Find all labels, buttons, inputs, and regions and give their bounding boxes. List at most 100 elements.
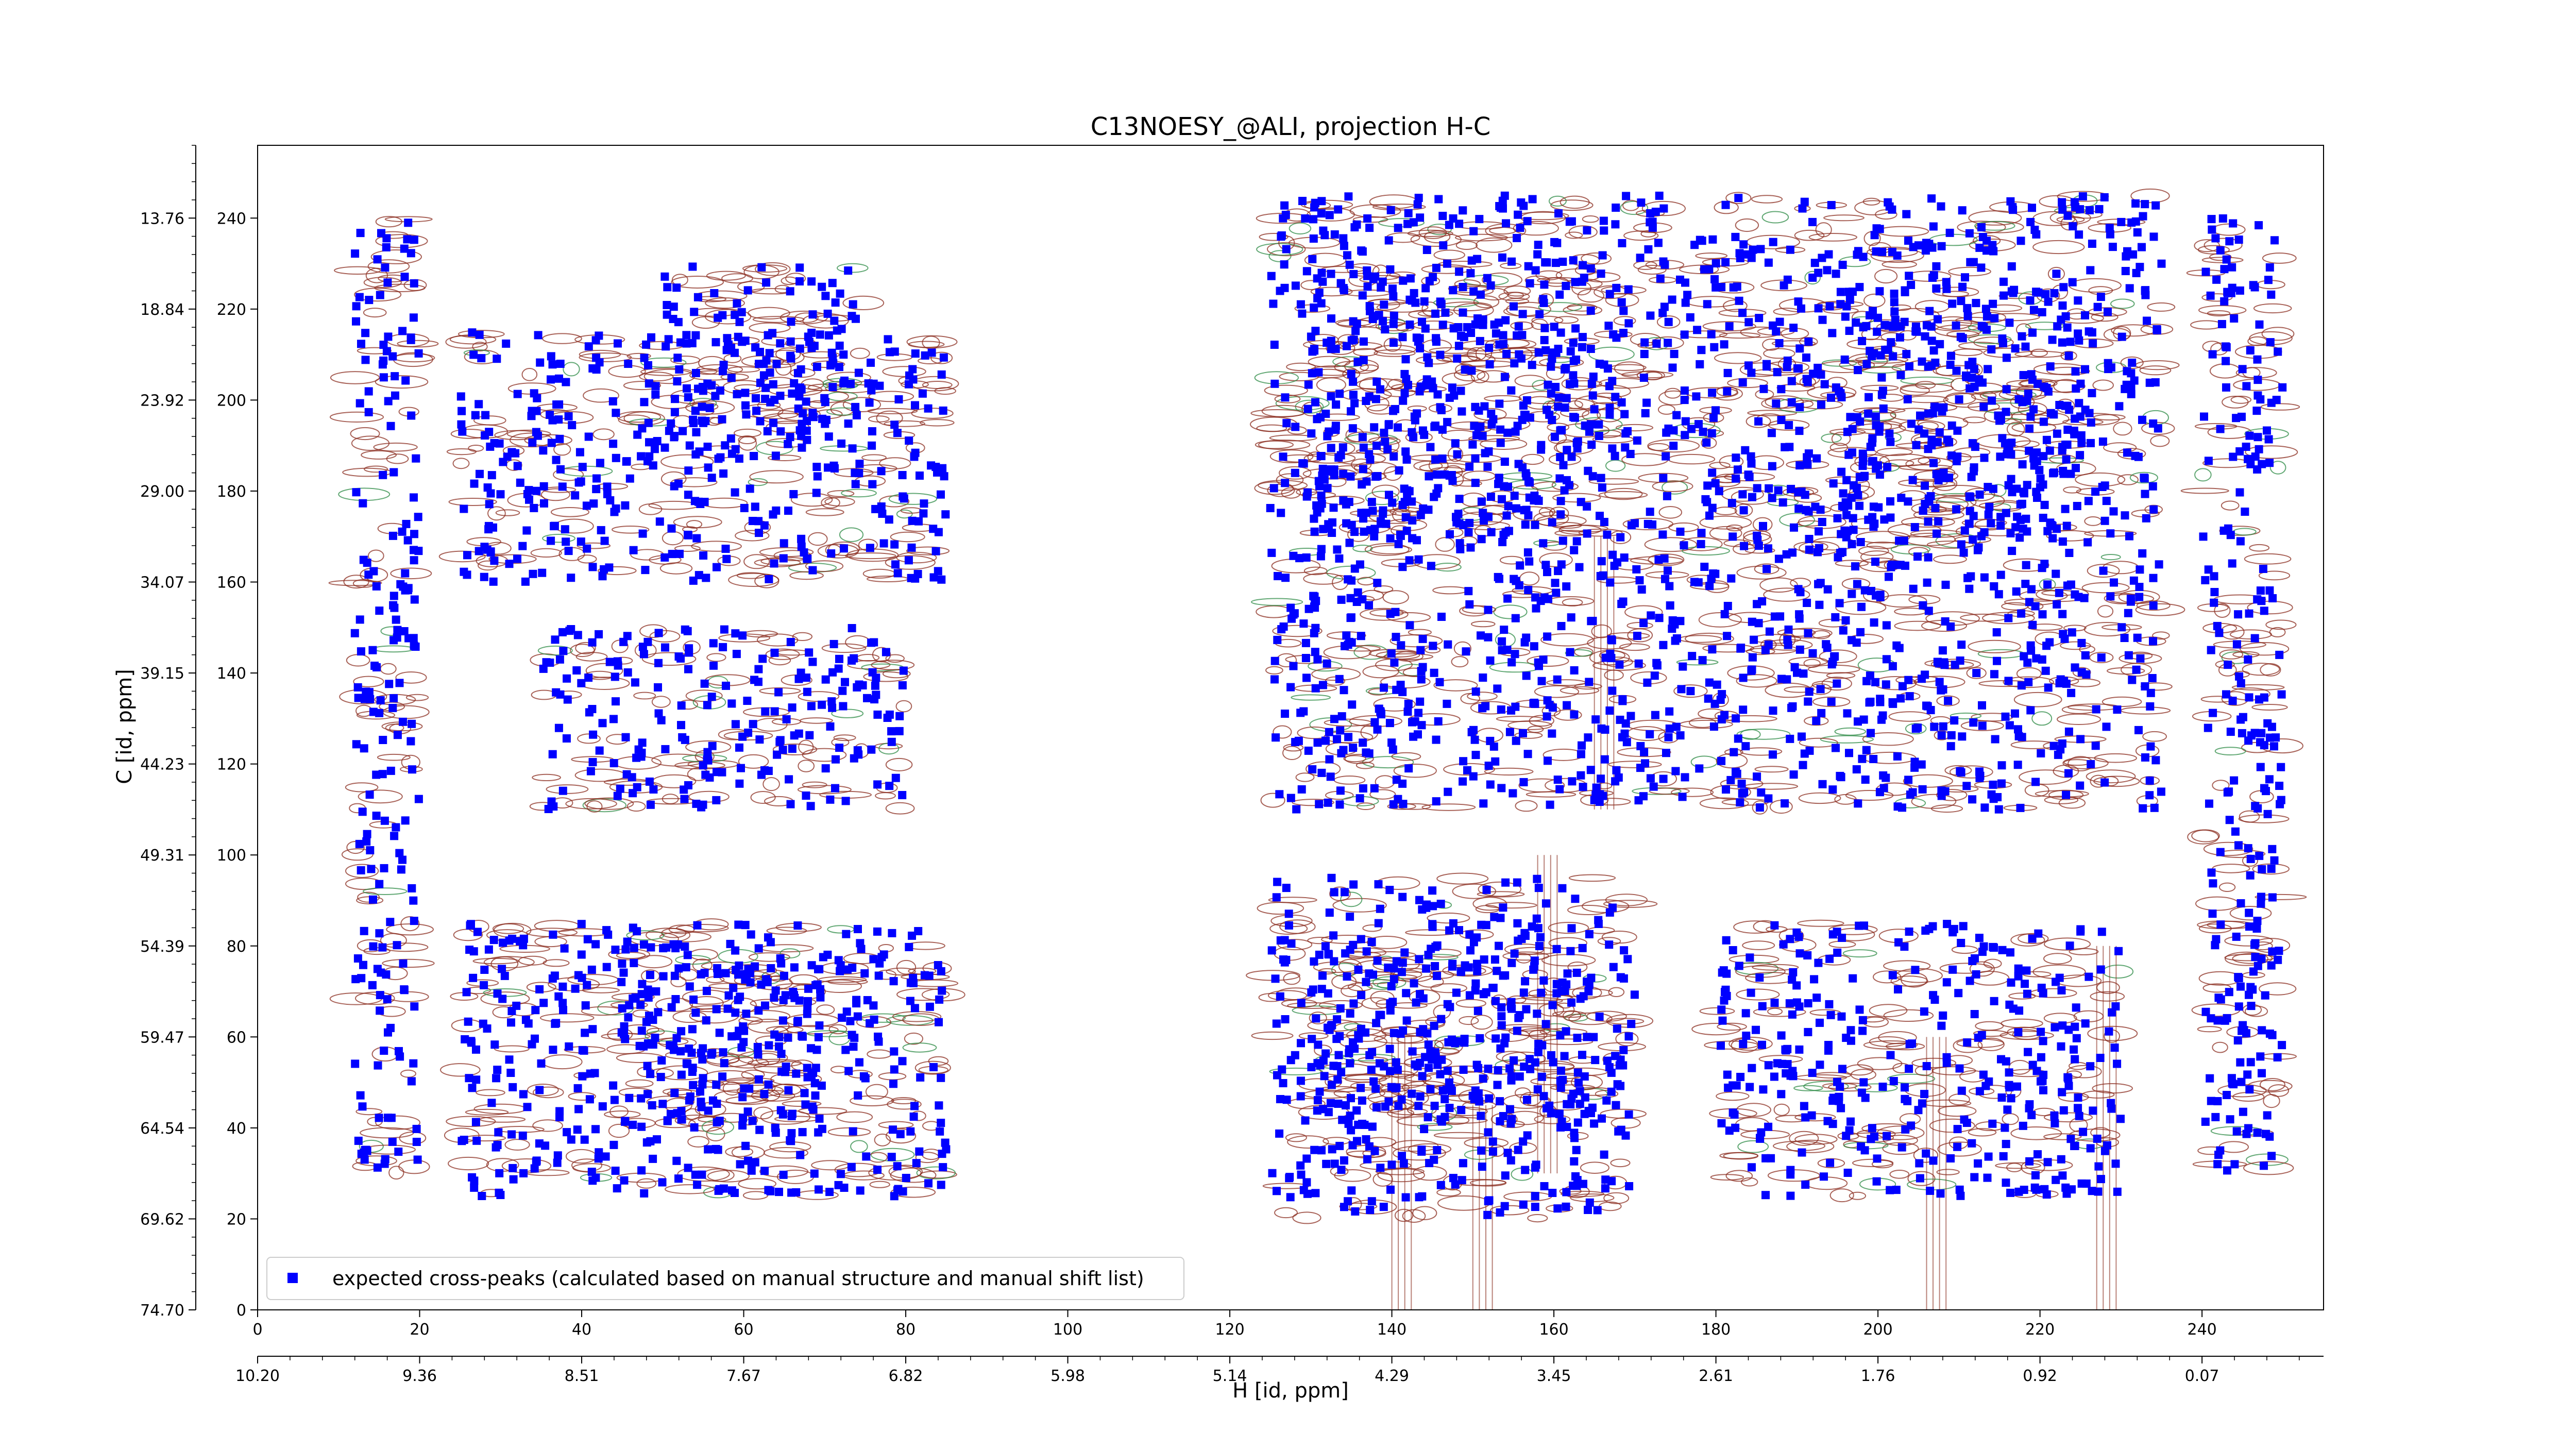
cross-peak-3-95 [682,963,690,972]
cross-peak-8-542 [1606,578,1615,587]
cross-peak-6-192 [1514,1014,1523,1022]
cross-peak-8-649 [1430,668,1438,677]
cross-peak-5-39 [1560,1052,1569,1060]
contour-1-34 [521,368,538,381]
contour-4-67 [738,1178,776,1190]
cross-peak-4-310 [811,1091,820,1100]
cross-peak-7-115 [1587,441,1596,449]
contour-3-27 [766,1025,804,1034]
cross-peak-2-110 [684,665,692,673]
cross-peak-6-356 [1585,1198,1594,1207]
cross-peak-8-556 [1394,423,1402,432]
cross-peak-8-431 [1605,403,1614,412]
contour-8-70 [1527,655,1569,667]
contour-2-17 [762,777,780,791]
cross-peak-9-48 [1665,707,1674,716]
cross-peak-6-366 [1376,904,1384,913]
cross-peak-4-89 [530,1164,539,1173]
cross-peak-1-332 [911,574,920,583]
cross-peak-8-563 [1558,258,1567,266]
cross-peak-1-48 [588,563,597,571]
cross-peak-4-318 [720,1059,728,1068]
cross-peak-8-212 [1335,675,1344,683]
cross-peak-6-1 [1496,914,1505,922]
contour-6-104 [1402,1209,1426,1223]
cross-peak-0-0 [741,389,750,397]
contour-9-439 [2142,731,2167,742]
cross-peak-7-207 [1499,331,1507,340]
contour-11-126 [1977,1037,2005,1051]
cross-peak-8-585 [1311,684,1320,693]
cross-peak-6-165 [1473,1006,1482,1015]
cross-peak-8-423 [1316,452,1325,460]
cross-peak-5-91 [1402,1016,1411,1025]
cross-peak-2-116 [680,785,688,794]
cross-peak-5-12 [1394,1102,1403,1110]
cross-peak-6-223 [1488,1147,1497,1156]
cross-peak-0-97 [852,314,860,323]
cross-peak-2-99 [586,767,595,776]
contour-4-51 [625,1079,654,1088]
cross-peak-6-56 [1548,1189,1557,1197]
contour-6-121 [1366,936,1408,949]
cross-peak-4-56 [873,1166,882,1174]
cross-peak-1-84 [851,402,860,411]
contour-2-18 [885,757,913,771]
cross-peak-6-201 [1423,1113,1432,1122]
cross-peak-1-143 [562,378,570,386]
contour-1-151 [855,464,897,473]
contour-9-394 [1710,784,1751,800]
contour-6-110 [1268,897,1317,903]
cross-peak-4-10 [613,1184,621,1193]
contour-8-235 [1267,242,1306,257]
cross-peak-8-94 [1330,715,1338,723]
cross-peak-8-265 [1507,386,1516,395]
cross-peak-8-60 [1286,683,1295,692]
contour-9-484 [1652,480,1693,492]
contour-12-18 [330,371,380,384]
contour-8-19 [1615,424,1654,432]
cross-peak-6-350 [1575,1100,1584,1108]
contour-9-441 [2102,696,2142,707]
contour-6-106 [1603,900,1658,908]
cross-peak-7-98 [1323,484,1332,493]
contour-13-37 [2180,487,2229,494]
cross-peak-8-36 [1387,649,1396,658]
contour-1-173 [908,341,945,348]
cross-peak-4-152 [588,1176,597,1185]
cross-peak-6-231 [1573,1068,1582,1077]
cross-peak-8-657 [1358,595,1367,604]
cross-peak-1-327 [731,348,739,357]
cross-peak-2-107 [841,678,849,686]
cross-peak-8-133 [1598,483,1606,492]
cross-peak-4-390 [740,1084,749,1093]
cross-peak-7-124 [1586,306,1595,315]
contour-9-298 [1808,233,1858,242]
contour-6-54 [1490,1205,1530,1216]
cross-peak-4-216 [838,1014,846,1022]
contour-6-136 [1548,922,1589,934]
cross-peak-3-100 [698,1080,707,1089]
cross-peak-6-17 [1491,997,1500,1005]
cross-peak-8-608 [1611,220,1620,229]
cross-peak-1-17 [699,551,708,560]
contour-9-451 [2152,631,2170,640]
contour-8-57 [1605,460,1626,472]
cross-peak-8-659 [1510,575,1518,583]
cross-peak-1-157 [718,415,726,424]
cross-peak-6-50 [1585,930,1594,938]
contour-2-19 [565,798,617,810]
contour-2-49 [688,790,730,803]
contour-1-76 [868,391,914,402]
cross-peak-1-355 [688,339,697,347]
contour-8-269 [1507,720,1552,730]
cross-peak-6-124 [1284,921,1293,930]
cross-peak-8-493 [1347,613,1355,622]
cross-peak-8-536 [1468,440,1477,449]
cross-peak-8-300 [1348,700,1357,709]
cross-peak-8-208 [1389,292,1398,301]
contour-9-418 [1705,580,1730,593]
contour-13-43 [2239,642,2290,656]
cross-peak-1-182 [598,572,607,581]
contour-12-15 [397,340,439,348]
